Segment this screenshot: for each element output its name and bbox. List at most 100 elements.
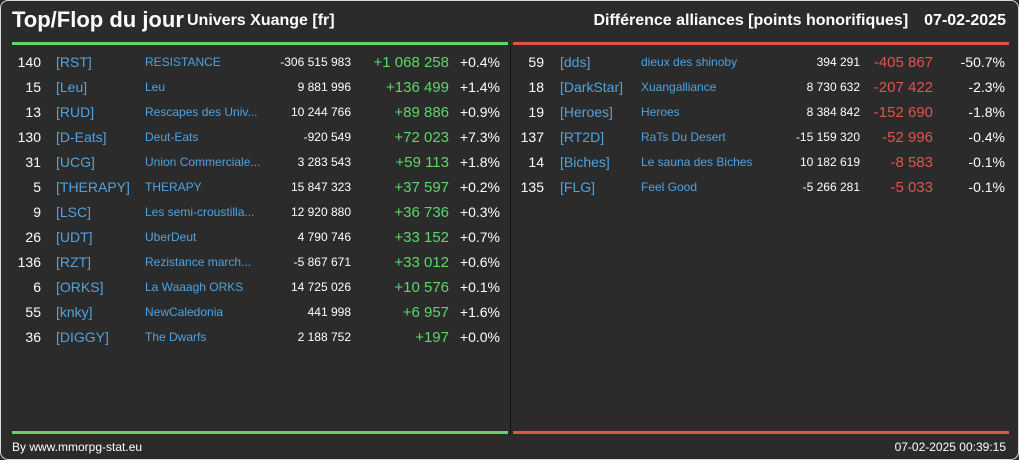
footer-credit: By www.mmorpg-stat.eu (12, 440, 143, 454)
alliance-tag-link[interactable]: [FLG] (560, 179, 596, 195)
alliance-diff: -5 033 (890, 179, 933, 196)
alliance-percent: +7.3% (459, 129, 500, 145)
footer-timestamp: 07-02-2025 00:39:15 (894, 440, 1006, 454)
alliance-total: 4 790 746 (297, 230, 351, 244)
alliance-tag-link[interactable]: [knky] (56, 304, 93, 320)
alliance-total: -920 549 (303, 130, 351, 144)
alliance-tag-link[interactable]: [RT2D] (560, 129, 605, 145)
alliance-percent: +1.8% (459, 154, 500, 170)
list-item: 26 [UDT] UberDeut 4 790 746 +33 152 +0.7% (12, 225, 508, 250)
list-item: 55 [knky] NewCaledonia 441 998 +6 957 +1.6% (12, 300, 508, 325)
flop-list: 59 [dds] dieux des shinoby 394 291 -405 867-… (513, 50, 1009, 200)
alliance-tag-link[interactable]: [UDT] (56, 229, 93, 245)
alliance-total: -15 159 320 (795, 130, 860, 144)
alliance-tag-link[interactable]: [THERAPY] (56, 179, 130, 195)
alliance-rank: 26 (25, 229, 41, 245)
alliance-diff: +37 597 (394, 179, 449, 196)
alliance-tag-link[interactable]: [Heroes] (560, 104, 613, 120)
alliance-tag-link[interactable]: [RUD] (56, 104, 95, 120)
alliance-percent: +0.7% (459, 229, 500, 245)
alliance-percent: -0.4% (968, 129, 1005, 145)
list-item: 19 [Heroes] Heroes 8 384 842 -152 690 -1.8% (513, 100, 1009, 125)
alliance-rank: 15 (25, 79, 41, 95)
list-item: 15 [Leu] Leu 9 881 996 +136 499 +1.4% (12, 75, 508, 100)
top-panel-bottom-bar (12, 431, 508, 434)
alliance-rank: 18 (528, 79, 544, 95)
alliance-total: -306 515 983 (280, 55, 351, 69)
alliance-percent: +1.6% (459, 304, 500, 320)
alliance-rank: 6 (33, 279, 41, 295)
alliance-percent: +0.3% (459, 204, 500, 220)
alliance-diff: -152 690 (873, 104, 933, 121)
panel-divider (510, 45, 511, 435)
list-item: 9 [LSC] Les semi-croustilla... 12 920 880 +3… (12, 200, 508, 225)
list-item: 5 [THERAPY] THERAPY 15 847 323 +37 597 +0.2% (12, 175, 508, 200)
alliance-total: 12 920 880 (290, 205, 351, 219)
flop-panel-bottom-bar (513, 431, 1009, 434)
alliance-diff: +36 736 (394, 204, 449, 221)
alliance-percent: -0.1% (968, 179, 1005, 195)
alliance-percent: +0.9% (459, 104, 500, 120)
list-item: 36 [DIGGY] The Dwarfs 2 188 752 +197 +0.0% (12, 325, 508, 350)
alliance-tag-link[interactable]: [LSC] (56, 204, 92, 220)
alliance-total: 15 847 323 (290, 180, 351, 194)
list-item: 136 [RZT] Rezistance march... -5 867 671 +33… (12, 250, 508, 275)
alliance-diff: +1 068 258 (373, 54, 450, 71)
alliance-diff: +72 023 (394, 129, 449, 146)
alliance-rank: 9 (33, 204, 41, 220)
alliance-diff: +59 113 (395, 154, 449, 171)
alliance-rank: 5 (33, 179, 41, 195)
page-title: Top/Flop du jour (12, 7, 184, 32)
alliance-diff: -52 996 (882, 129, 933, 146)
alliance-tag-link[interactable]: [RST] (56, 54, 92, 70)
alliance-percent: +0.2% (459, 179, 500, 195)
alliance-tag-link[interactable]: [RZT] (56, 254, 91, 270)
list-item: 14 [Biches] Le sauna des Biches 10 182 619-… (513, 150, 1009, 175)
alliance-tag-link[interactable]: [Biches] (560, 154, 610, 170)
alliance-percent: -2.3% (968, 79, 1005, 95)
alliance-percent: -0.1% (968, 154, 1005, 170)
alliance-total: 14 725 026 (290, 280, 351, 294)
alliance-total: -5 867 671 (293, 255, 351, 269)
alliance-tag-link[interactable]: [Leu] (56, 79, 88, 95)
universe-label: Univers Xuange [fr] (187, 12, 335, 29)
alliance-rank: 31 (25, 154, 41, 170)
subtitle: Différence alliances [points honorifique… (593, 12, 909, 29)
alliance-total: 9 881 996 (297, 80, 351, 94)
alliance-rank: 55 (25, 304, 41, 320)
alliance-total: 10 182 619 (799, 155, 860, 169)
list-item: 135 [FLG] Feel Good -5 266 281 -5 033 -0.1% (513, 175, 1009, 200)
alliance-rank: 14 (528, 154, 544, 170)
alliance-rank: 13 (25, 104, 41, 120)
alliance-rank: 130 (17, 129, 41, 145)
alliance-diff: +197 (415, 329, 449, 346)
alliance-total: 3 283 543 (297, 155, 351, 169)
alliance-percent: -50.7% (960, 54, 1005, 70)
alliance-diff: -207 422 (873, 79, 933, 96)
alliance-diff: +6 957 (402, 304, 449, 321)
alliance-percent: +1.4% (459, 79, 500, 95)
alliance-diff: +33 012 (394, 254, 449, 271)
top-list: 140 [RST] RESISTANCE -306 515 983 +1 068 258… (12, 50, 508, 350)
alliance-tag-link[interactable]: [DarkStar] (560, 79, 624, 95)
alliance-tag-link[interactable]: [dds] (560, 54, 591, 70)
alliance-percent: +0.4% (459, 54, 500, 70)
alliance-tag-link[interactable]: [DIGGY] (56, 329, 109, 345)
alliance-tag-link[interactable]: [D-Eats] (56, 129, 107, 145)
alliance-tag-link[interactable]: [UCG] (56, 154, 95, 170)
alliance-total: 8 384 842 (806, 105, 860, 119)
alliance-tag-link[interactable]: [ORKS] (56, 279, 104, 295)
alliance-rank: 59 (528, 54, 544, 70)
alliance-total: 441 998 (307, 305, 351, 319)
flop-panel-bar (513, 42, 1009, 45)
alliance-rank: 137 (520, 129, 544, 145)
list-item: 140 [RST] RESISTANCE -306 515 983 +1 068 258… (12, 50, 508, 75)
alliance-total: 10 244 766 (290, 105, 351, 119)
alliance-rank: 136 (17, 254, 41, 270)
alliance-rank: 19 (528, 104, 544, 120)
alliance-rank: 140 (17, 54, 41, 70)
alliance-diff: +89 886 (394, 104, 449, 121)
list-item: 31 [UCG] Union Commerciale... 3 283 543 +59 … (12, 150, 508, 175)
list-item: 59 [dds] dieux des shinoby 394 291 -405 867-… (513, 50, 1009, 75)
